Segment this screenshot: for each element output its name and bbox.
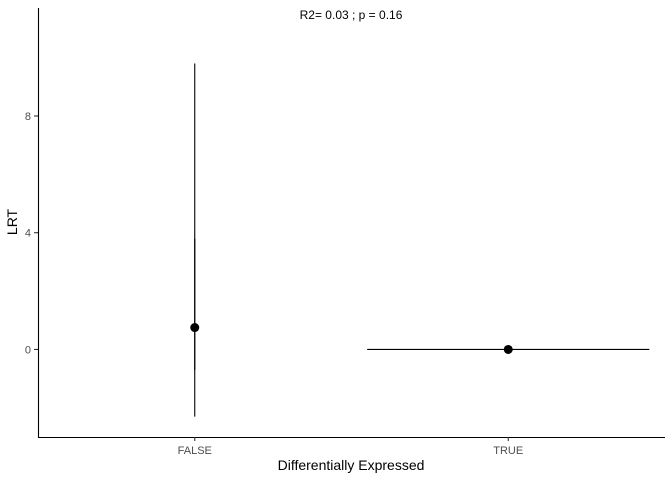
x-tick-label-true: TRUE (493, 445, 523, 457)
point-false (190, 323, 200, 333)
y-tick-label-8: 8 (25, 111, 31, 123)
point-true (503, 344, 513, 354)
stat-annotation: R2= 0.03 ; p = 0.16 (300, 8, 403, 22)
x-tick-label-false: FALSE (178, 445, 212, 457)
y-axis-ticks: 0 4 8 (25, 111, 38, 356)
plot-area: 0 4 8 FALSE TRUE (25, 8, 665, 457)
y-tick-label-0: 0 (25, 344, 31, 356)
x-axis-ticks: FALSE TRUE (178, 437, 523, 457)
y-tick-label-4: 4 (25, 228, 31, 240)
x-axis-title: Differentially Expressed (278, 457, 425, 473)
y-axis-title: LRT (4, 208, 20, 235)
chart-marks (190, 63, 650, 417)
